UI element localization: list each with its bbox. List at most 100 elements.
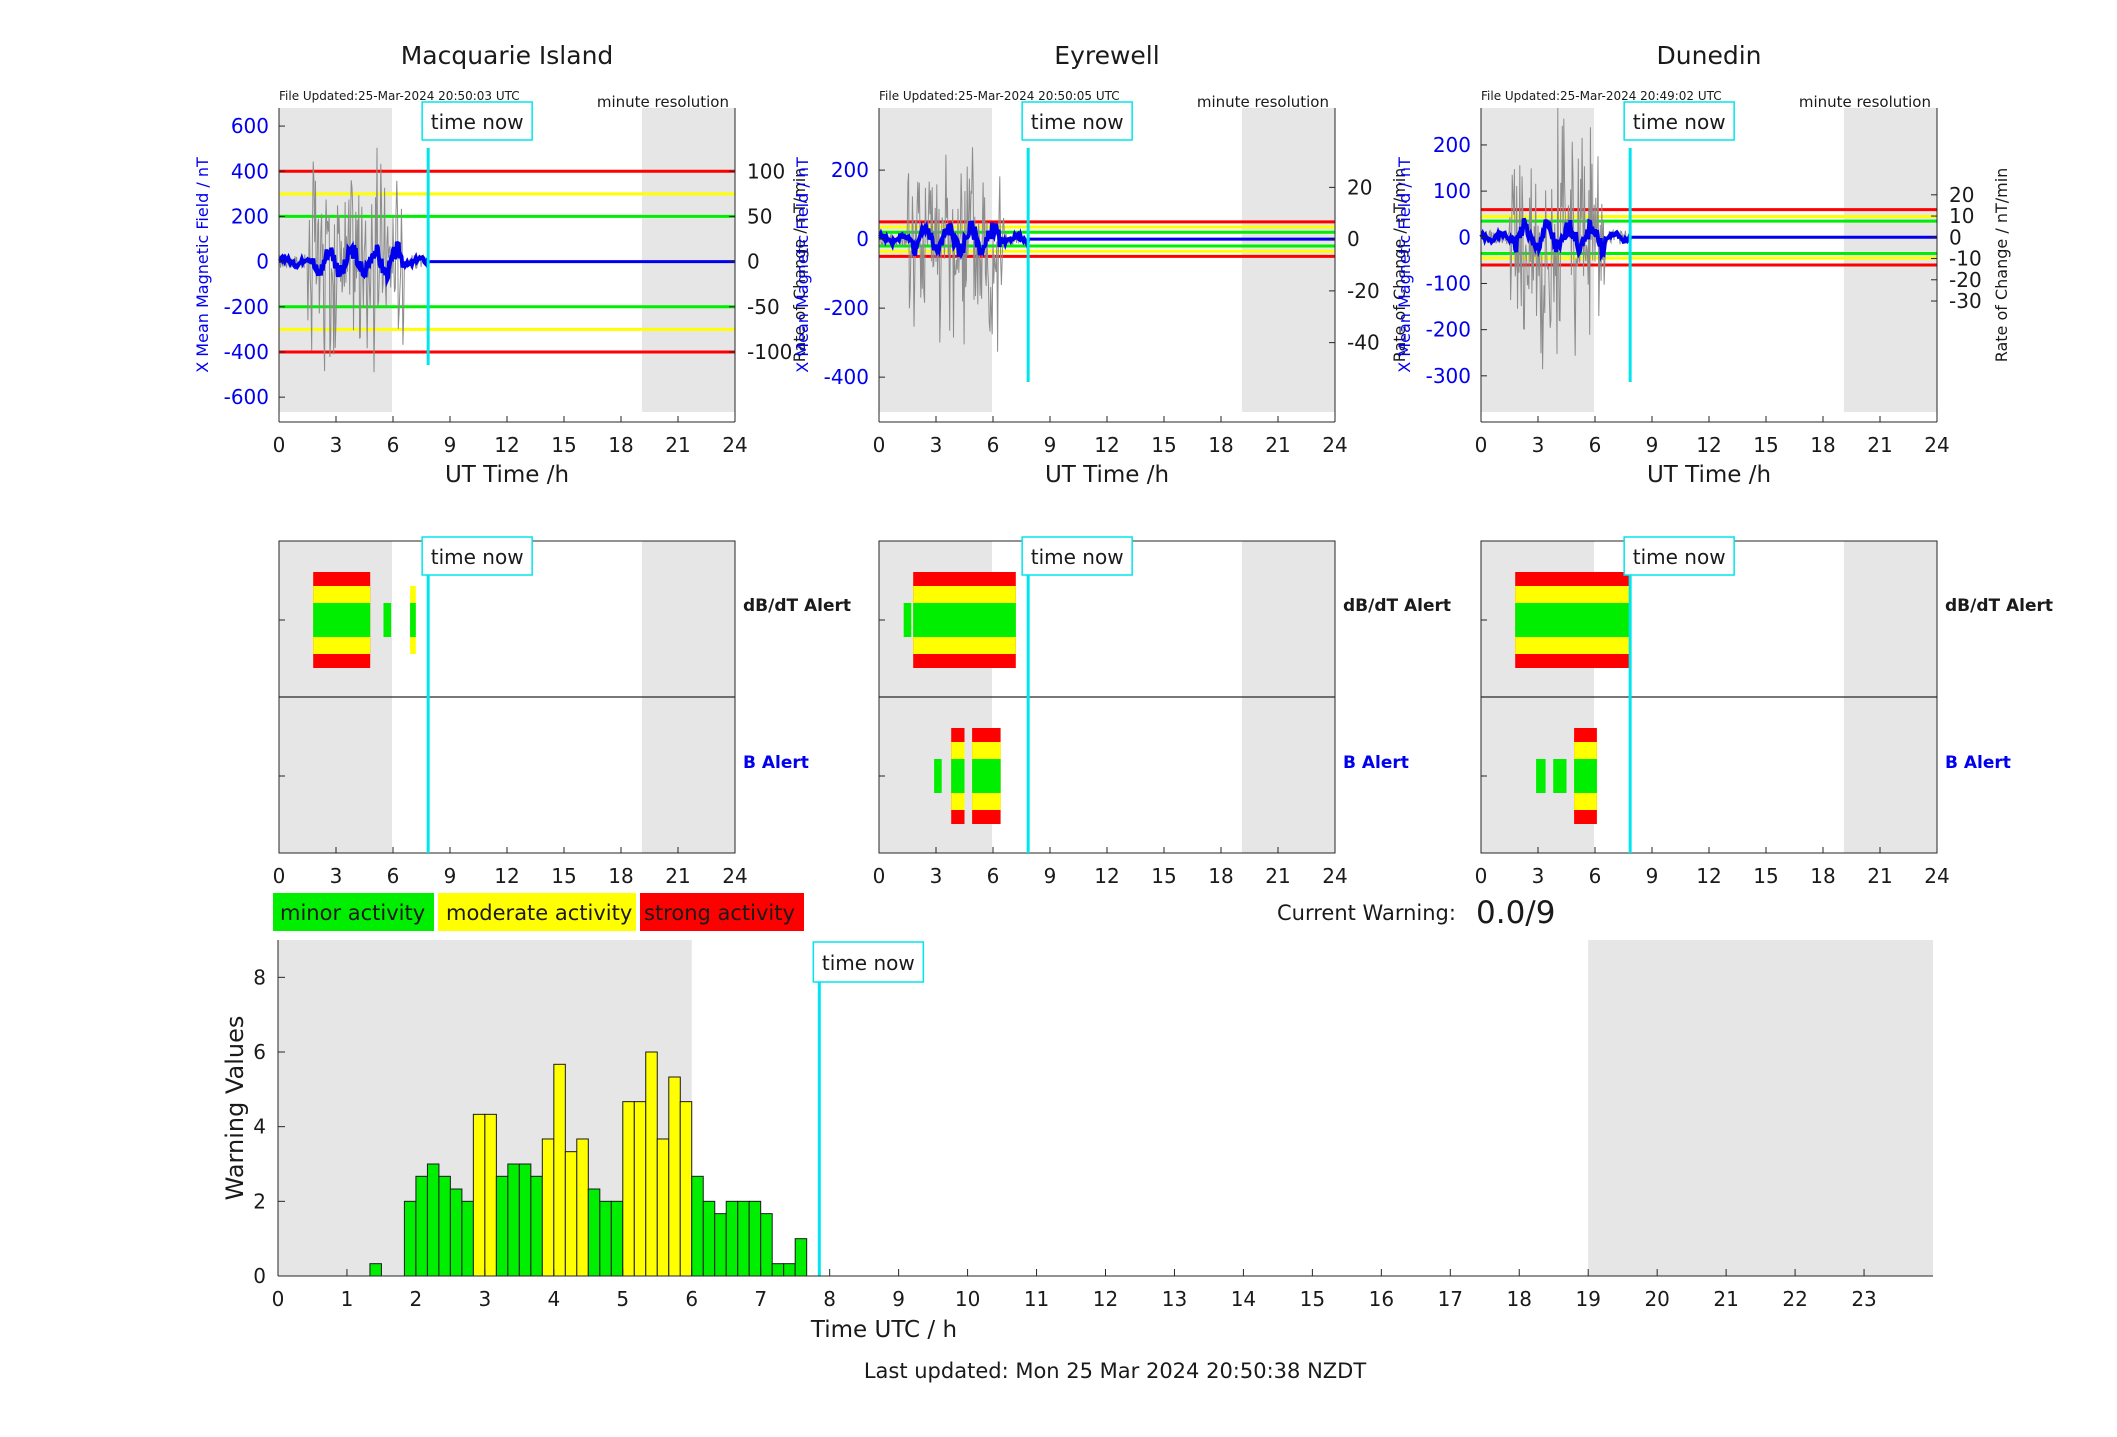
left-tick-label: 0	[1458, 225, 1471, 249]
right-axis-label: Rate of Change / nT/min	[1992, 168, 2011, 363]
time-now-box	[421, 101, 533, 141]
left-tick-label: 600	[231, 114, 269, 138]
y-tick-label: 4	[253, 1115, 266, 1139]
legend-minor-swatch	[273, 893, 434, 931]
right-tick-label: -10	[1949, 247, 1982, 271]
warning-bar	[484, 1113, 497, 1277]
alert-time-now-box	[421, 536, 533, 576]
legend-strong-swatch	[640, 893, 804, 931]
x-tick-label: 2	[410, 1287, 423, 1311]
legend-moderate-swatch	[438, 893, 636, 931]
left-tick-label: 200	[831, 158, 869, 182]
warning-bar	[576, 1138, 589, 1277]
alert-time-now-label: time now	[1031, 545, 1124, 569]
file-updated: File Updated:25-Mar-2024 20:50:05 UTC	[879, 89, 1120, 103]
night-shading	[1588, 940, 1933, 1276]
warning-bar	[794, 1238, 808, 1277]
left-tick-label: -200	[1426, 318, 1471, 342]
y-tick-label: 6	[253, 1040, 266, 1064]
b-alert-label: B Alert	[743, 753, 809, 773]
legend-minor-label: minor activity	[280, 901, 425, 925]
alert-minor-segment	[1574, 759, 1597, 793]
time-now-label: time now	[822, 951, 915, 975]
time-now-label: time now	[1633, 110, 1726, 134]
time-now-box	[1623, 101, 1735, 141]
right-tick-label: -30	[1949, 289, 1982, 313]
warning-bar	[403, 1200, 417, 1277]
alert-x-tick-label: 6	[387, 864, 400, 888]
x-tick-label: 21	[1265, 433, 1290, 457]
x-axis-label: UT Time /h	[1045, 462, 1169, 488]
alert-x-tick-label: 0	[873, 864, 886, 888]
mean-field-trace	[278, 240, 430, 288]
warning-bar	[415, 1175, 428, 1277]
warning-bar	[599, 1200, 612, 1277]
alert-x-tick-label: 24	[722, 864, 747, 888]
x-tick-label: 8	[823, 1287, 836, 1311]
alert-minor-segment	[903, 603, 912, 637]
x-tick-label: 5	[616, 1287, 629, 1311]
x-tick-label: 6	[987, 433, 1000, 457]
x-tick-label: 15	[551, 433, 576, 457]
time-now-label: time now	[1031, 110, 1124, 134]
right-tick-label: -20	[1949, 268, 1982, 292]
x-tick-label: 15	[1300, 1287, 1325, 1311]
x-tick-label: 0	[873, 433, 886, 457]
x-tick-label: 15	[1151, 433, 1176, 457]
x-tick-label: 15	[1753, 433, 1778, 457]
warning-bar	[495, 1175, 509, 1277]
b-alert-label: B Alert	[1945, 753, 2011, 773]
station-title: Macquarie Island	[401, 41, 614, 70]
alert-x-tick-label: 3	[330, 864, 343, 888]
resolution-label: minute resolution	[1799, 93, 1931, 111]
left-axis-label: X Mean Magnetic Field / nT	[793, 157, 812, 373]
x-tick-label: 16	[1369, 1287, 1394, 1311]
warning-bar	[530, 1175, 543, 1277]
warning-bar	[783, 1263, 796, 1277]
alert-bar	[951, 728, 965, 824]
right-tick-label: -40	[1347, 331, 1380, 355]
right-axis-label: Rate of Change / nT/min	[790, 168, 809, 363]
x-tick-label: 17	[1438, 1287, 1463, 1311]
night-shading	[1241, 108, 1335, 412]
current-warning-label: Current Warning:	[1277, 901, 1456, 925]
x-tick-label: 21	[665, 433, 690, 457]
warning-bar	[679, 1101, 693, 1277]
x-tick-label: 24	[1322, 433, 1347, 457]
alert-x-tick-label: 18	[1810, 864, 1835, 888]
alert-bar	[410, 586, 416, 654]
y-tick-label: 0	[253, 1264, 266, 1288]
x-tick-label: 19	[1575, 1287, 1600, 1311]
last-updated: Last updated: Mon 25 Mar 2024 20:50:38 N…	[864, 1359, 1367, 1383]
alert-bar	[383, 603, 392, 637]
time-now-box	[812, 941, 925, 983]
alert-minor-segment	[951, 759, 965, 793]
alert-minor-segment	[934, 759, 942, 793]
x-tick-label: 12	[1696, 433, 1721, 457]
alert-x-tick-label: 6	[1589, 864, 1602, 888]
left-tick-label: -100	[1426, 271, 1471, 295]
alert-time-now-box	[1021, 536, 1133, 576]
station-panel: Eyrewell File Updated:25-Mar-2024 20:50:0…	[793, 41, 1451, 888]
x-tick-label: 3	[330, 433, 343, 457]
mean-field-trace	[1479, 217, 1632, 262]
x-tick-label: 1	[341, 1287, 354, 1311]
warning-bar	[725, 1200, 739, 1277]
x-axis-label: Time UTC / h	[810, 1317, 957, 1343]
x-tick-label: 18	[1810, 433, 1835, 457]
warning-bar	[748, 1200, 762, 1277]
x-tick-label: 3	[930, 433, 943, 457]
warning-bar	[714, 1213, 727, 1277]
alert-x-tick-label: 12	[1696, 864, 1721, 888]
alert-x-tick-label: 9	[1646, 864, 1659, 888]
x-tick-label: 12	[494, 433, 519, 457]
dbdt-alert-label: dB/dT Alert	[1945, 596, 2053, 616]
warning-bar	[438, 1175, 451, 1277]
warning-bar	[507, 1163, 520, 1277]
warning-bar	[564, 1151, 578, 1277]
alert-bar	[903, 603, 912, 637]
time-now-label: time now	[431, 110, 524, 134]
alert-bar	[313, 572, 371, 668]
